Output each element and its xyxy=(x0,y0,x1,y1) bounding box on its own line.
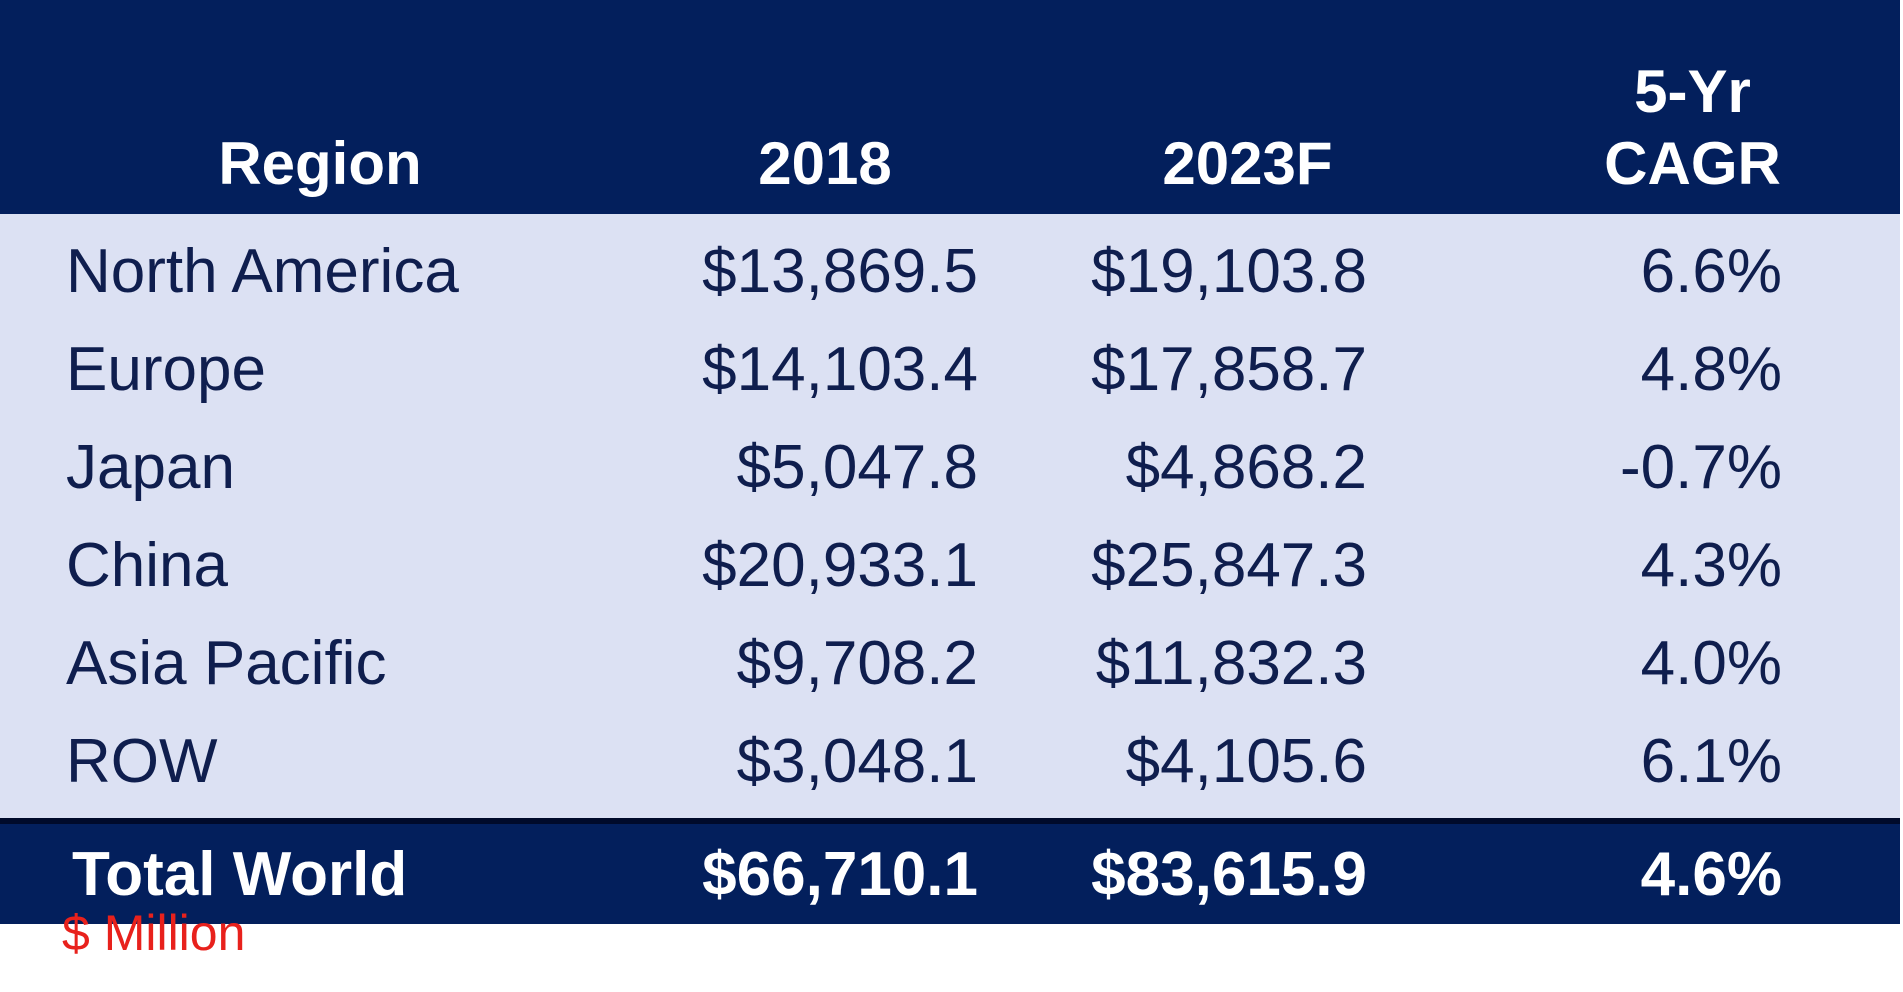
header-2018: 2018 xyxy=(640,0,1010,214)
header-cagr-line2: CAGR xyxy=(1604,130,1781,197)
cagr-cell: 4.3% xyxy=(1485,516,1900,614)
total-2018-value: $66,710.1 xyxy=(640,818,1010,924)
total-2023f-value: $83,615.9 xyxy=(1010,818,1485,924)
header-cagr: 5-Yr CAGR xyxy=(1485,0,1900,214)
region-name-cell: Asia Pacific xyxy=(0,614,640,712)
units-note: $ Million xyxy=(62,905,246,961)
table-row: Japan $5,047.8 $4,868.2 -0.7% xyxy=(0,418,1900,516)
value-2018-cell: $9,708.2 xyxy=(640,614,1010,712)
region-name-cell: China xyxy=(0,516,640,614)
table-row: ROW $3,048.1 $4,105.6 6.1% xyxy=(0,712,1900,821)
value-2018-cell: $20,933.1 xyxy=(640,516,1010,614)
value-2023f-cell: $4,868.2 xyxy=(1010,418,1485,516)
cagr-cell: -0.7% xyxy=(1485,418,1900,516)
header-cagr-line1: 5-Yr xyxy=(1634,58,1751,125)
table-row: North America $13,869.5 $19,103.8 6.6% xyxy=(0,214,1900,320)
cagr-cell: 4.8% xyxy=(1485,320,1900,418)
value-2023f-cell: $19,103.8 xyxy=(1010,214,1485,320)
value-2018-cell: $5,047.8 xyxy=(640,418,1010,516)
region-name-cell: ROW xyxy=(0,712,640,821)
header-row: Region 2018 2023F 5-Yr CAGR xyxy=(0,0,1900,214)
value-2018-cell: $3,048.1 xyxy=(640,712,1010,821)
market-table-container: Region 2018 2023F 5-Yr CAGR North Americ… xyxy=(0,0,1900,924)
region-name-cell: Europe xyxy=(0,320,640,418)
region-name-cell: Japan xyxy=(0,418,640,516)
total-row: Total World $66,710.1 $83,615.9 4.6% xyxy=(0,818,1900,924)
value-2023f-cell: $17,858.7 xyxy=(1010,320,1485,418)
header-2023f: 2023F xyxy=(1010,0,1485,214)
table-row: Europe $14,103.4 $17,858.7 4.8% xyxy=(0,320,1900,418)
region-market-table: Region 2018 2023F 5-Yr CAGR North Americ… xyxy=(0,0,1900,924)
table-row: China $20,933.1 $25,847.3 4.3% xyxy=(0,516,1900,614)
total-label: Total World xyxy=(0,818,640,924)
value-2023f-cell: $11,832.3 xyxy=(1010,614,1485,712)
value-2023f-cell: $25,847.3 xyxy=(1010,516,1485,614)
cagr-cell: 6.6% xyxy=(1485,214,1900,320)
value-2023f-cell: $4,105.6 xyxy=(1010,712,1485,821)
cagr-cell: 6.1% xyxy=(1485,712,1900,821)
header-region: Region xyxy=(0,0,640,214)
total-cagr-value: 4.6% xyxy=(1485,818,1900,924)
value-2018-cell: $14,103.4 xyxy=(640,320,1010,418)
table-row: Asia Pacific $9,708.2 $11,832.3 4.0% xyxy=(0,614,1900,712)
cagr-cell: 4.0% xyxy=(1485,614,1900,712)
value-2018-cell: $13,869.5 xyxy=(640,214,1010,320)
region-name-cell: North America xyxy=(0,214,640,320)
